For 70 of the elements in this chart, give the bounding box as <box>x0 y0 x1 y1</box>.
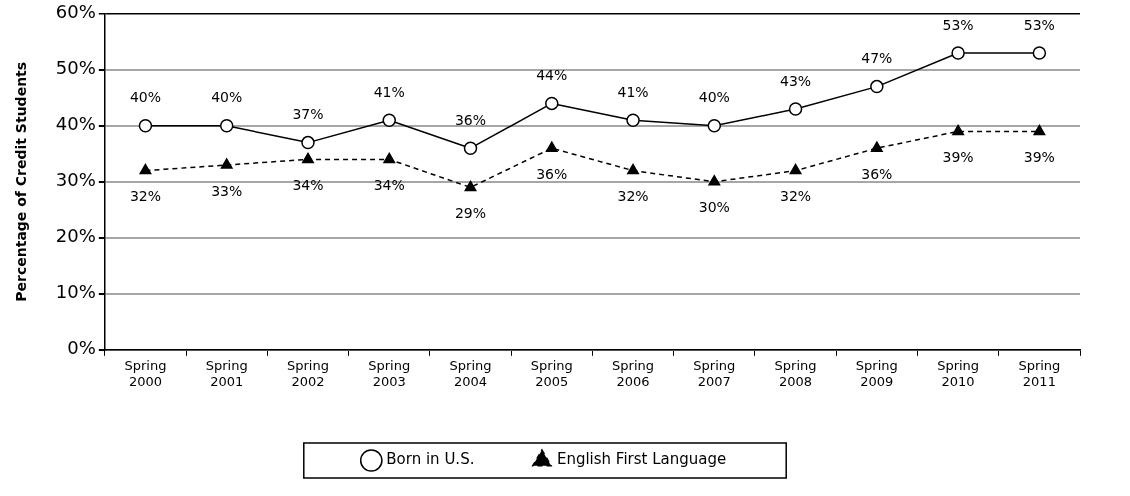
x-tick-label: Spring 2006 <box>612 357 655 389</box>
point <box>870 141 883 152</box>
x-tick-label: Spring 2005 <box>530 357 573 389</box>
point <box>383 152 396 164</box>
point <box>952 124 965 136</box>
data-label: 32% <box>780 188 812 205</box>
point <box>463 141 478 155</box>
x-tick-label: Spring 2010 <box>937 357 980 389</box>
point <box>951 46 965 60</box>
x-tick-label: Spring 2009 <box>855 357 898 389</box>
x-tick-label: Spring 2003 <box>368 357 411 389</box>
point <box>870 79 884 94</box>
point <box>138 119 153 133</box>
point <box>219 119 234 133</box>
data-label: 30% <box>698 199 730 216</box>
data-label: 53% <box>942 16 974 33</box>
y-tick-label: 10% <box>55 281 96 303</box>
data-label: 37% <box>292 106 324 123</box>
point <box>707 119 722 133</box>
point <box>788 102 803 116</box>
x-tick-label: Spring 2011 <box>1018 357 1061 389</box>
data-label: 44% <box>536 67 568 84</box>
y-tick-label: 60% <box>55 1 96 23</box>
x-tick-label: Spring 2000 <box>124 357 167 389</box>
x-tick-label: Spring 2002 <box>287 357 329 389</box>
data-label: 34% <box>292 177 324 194</box>
data-label: 41% <box>373 83 405 100</box>
y-tick-label: 20% <box>55 225 96 247</box>
y-tick-label: 40% <box>55 113 96 135</box>
point <box>626 113 640 127</box>
y-axis-title: Percentage of Credit Students <box>13 61 30 302</box>
legend-label: Born in U.S. <box>386 450 475 469</box>
x-tick-label: Spring 2007 <box>693 357 736 389</box>
y-tick-label: 0% <box>67 337 96 359</box>
x-tick-label: Spring 2004 <box>449 357 492 389</box>
data-label: 40% <box>129 89 161 106</box>
x-tick-label: Spring 2008 <box>774 357 817 389</box>
point <box>789 163 802 175</box>
point <box>220 158 233 169</box>
data-label: 36% <box>861 165 893 182</box>
point <box>464 180 477 192</box>
y-tick-label: 30% <box>55 169 96 191</box>
data-label: 32% <box>617 188 649 205</box>
point <box>382 113 396 127</box>
y-tick-label: 50% <box>55 57 96 79</box>
data-label: 32% <box>129 188 161 205</box>
data-label: 36% <box>536 165 568 182</box>
point <box>301 135 315 150</box>
point <box>1032 46 1047 60</box>
data-label: 47% <box>861 50 893 67</box>
point <box>545 141 558 152</box>
data-label: 33% <box>211 182 243 199</box>
point <box>708 175 721 186</box>
data-label: 53% <box>1023 16 1055 33</box>
point <box>1033 124 1046 136</box>
data-label: 29% <box>454 205 487 222</box>
data-label: 41% <box>617 83 649 100</box>
data-label: 40% <box>211 89 243 106</box>
point <box>627 163 639 175</box>
x-tick-label: Spring 2001 <box>205 357 248 389</box>
data-label: 34% <box>373 177 405 194</box>
point <box>302 152 314 164</box>
data-label: 40% <box>698 89 730 106</box>
data-label: 43% <box>780 72 812 89</box>
data-label: 39% <box>942 149 974 166</box>
data-label: 36% <box>454 111 487 128</box>
legend-label: English First Language <box>556 450 727 469</box>
point <box>545 96 559 111</box>
point <box>139 163 152 175</box>
data-label: 39% <box>1023 149 1055 166</box>
